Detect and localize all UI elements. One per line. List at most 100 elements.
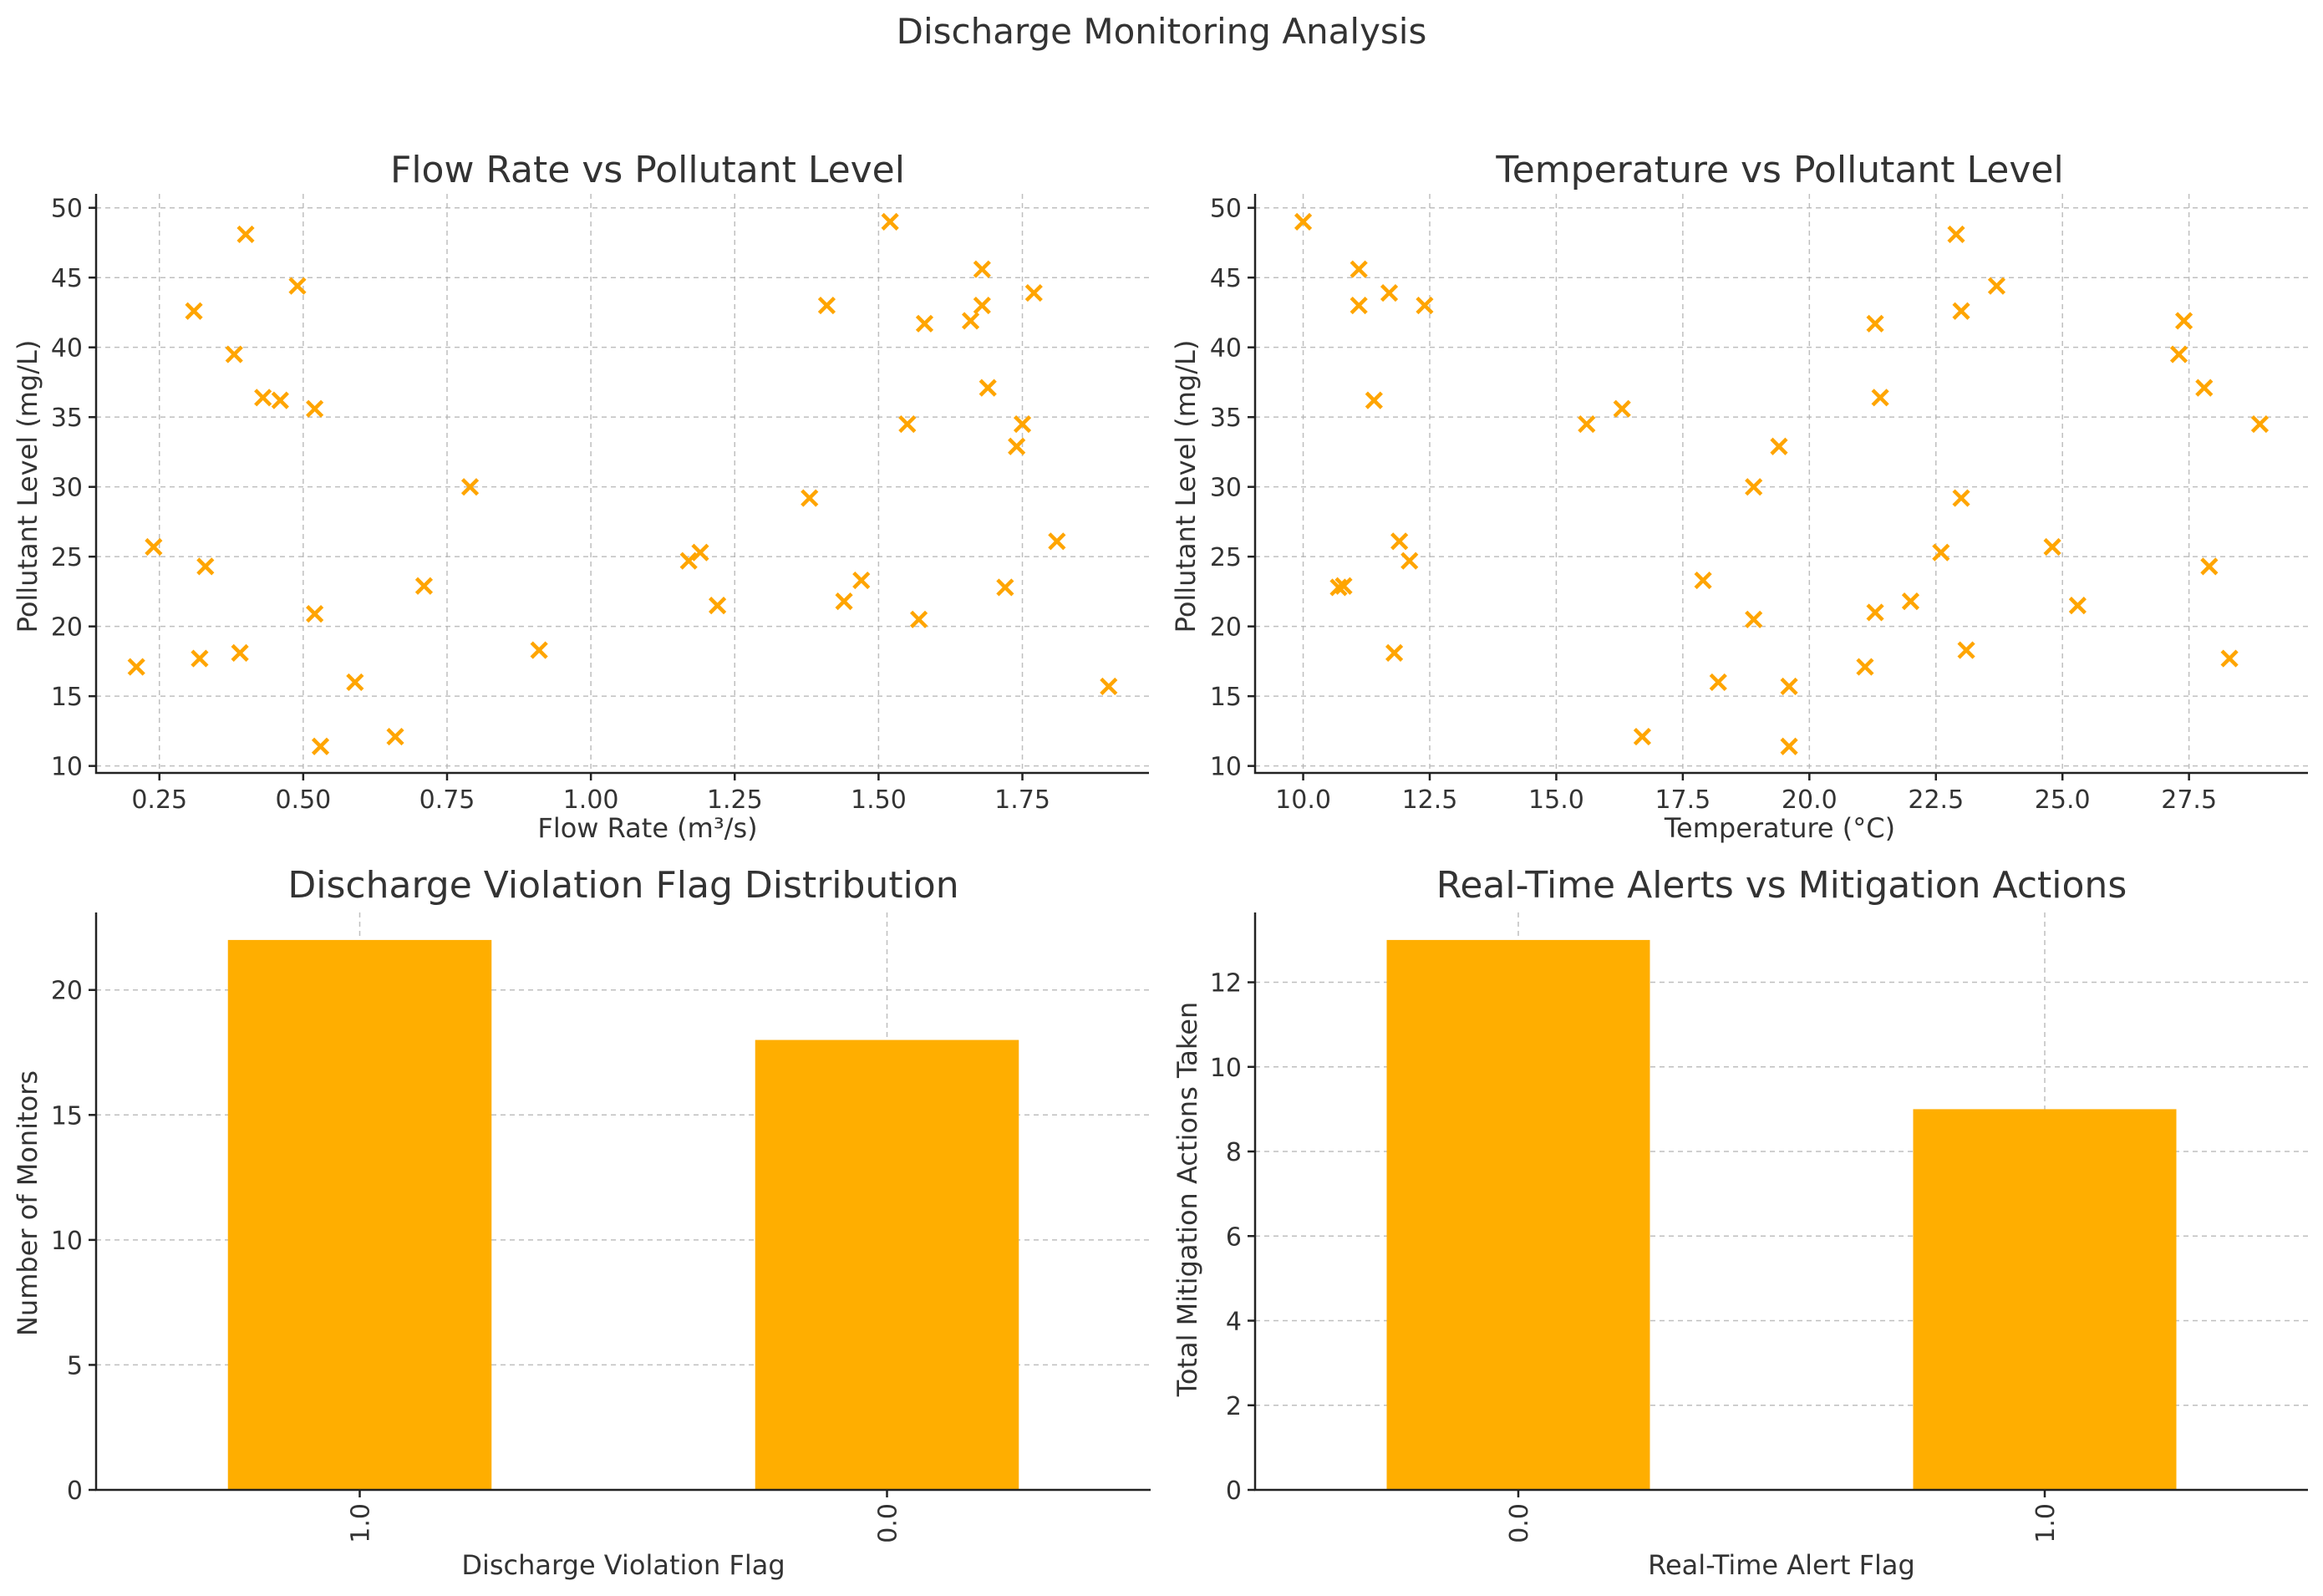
violation-bar [755, 1039, 1019, 1490]
temp-marker [1780, 677, 1798, 696]
temp-marker [1866, 603, 1884, 622]
flow-gridlines [96, 194, 1149, 773]
temp-ytick-label: 15 [1210, 683, 1242, 712]
temp-ytick-label: 30 [1210, 474, 1242, 503]
violation-xlabel: Discharge Violation Flag [461, 1549, 785, 1581]
flow-marker [691, 543, 709, 562]
temp-xlabel: Temperature (°C) [1664, 812, 1895, 844]
flow-marker [530, 641, 548, 659]
temp-ytick-label: 20 [1210, 613, 1242, 643]
temp-xtick-label: 15.0 [1528, 785, 1584, 815]
alerts-bar [1913, 1109, 2177, 1490]
chart-flow: 10 15 20 25 30 35 40 45 50 0.25 0.50 0.75 1.00 1.25 1.… [12, 149, 1149, 844]
temp-marker [1987, 277, 2006, 295]
flow-xlabel: Flow Rate (m³/s) [537, 812, 757, 844]
temp-marker [2043, 537, 2061, 557]
temp-marker [2200, 557, 2219, 576]
flow-marker [460, 478, 480, 496]
flow-marker [909, 610, 928, 628]
flow-marker [271, 391, 289, 409]
flow-marker [225, 345, 243, 363]
chart-temp: 10 15 20 25 30 35 40 45 50 10.0 12.5 15.0 17.5 20.0 22… [1170, 149, 2308, 844]
flow-marker [306, 399, 324, 418]
flow-ytick-label: 25 [51, 543, 83, 572]
flow-marker [386, 727, 404, 746]
alerts-xtick-label: 1.0 [2031, 1503, 2061, 1543]
chart-alerts: 0 2 4 6 8 10 12 0.0 1.0 Real-Time Alerts vs Miti… [1172, 864, 2308, 1581]
alerts-ytick-label: 4 [1226, 1308, 1242, 1337]
temp-marker [1770, 437, 1788, 455]
temp-marker [1350, 260, 1368, 278]
violation-xtick-label: 0.0 [874, 1503, 903, 1543]
temp-marker [1745, 610, 1763, 628]
temp-xtick-label: 12.5 [1402, 785, 1458, 815]
flow-marker [852, 571, 871, 590]
temp-marker [1334, 577, 1353, 595]
temp-marker [1901, 592, 1920, 611]
flow-ylabel: Pollutant Level (mg/L) [12, 340, 43, 633]
temp-marker [2174, 312, 2193, 330]
violation-xtick-label: 1.0 [347, 1503, 376, 1543]
flow-marker [306, 605, 324, 623]
temp-marker [1952, 489, 1970, 507]
temp-marker [1871, 389, 1889, 407]
flow-ytick-label: 15 [51, 683, 83, 712]
temp-ticks: 10 15 20 25 30 35 40 45 50 10.0 12.5 15.0 17.5 20.0 22… [1210, 195, 2217, 815]
flow-marker [311, 737, 330, 755]
flow-ytick-label: 40 [51, 334, 83, 363]
flow-marker [414, 577, 434, 595]
flow-marker [709, 597, 727, 615]
temp-xtick-label: 10.0 [1275, 785, 1331, 815]
flow-marker [961, 312, 980, 330]
flow-xtick-label: 1.75 [994, 785, 1050, 815]
alerts-bar [1386, 939, 1650, 1490]
temp-xtick-label: 27.5 [2161, 785, 2217, 815]
figure-title: Discharge Monitoring Analysis [897, 11, 1427, 52]
flow-marker [1013, 414, 1032, 434]
temp-marker [1866, 314, 1884, 333]
temp-marker [2169, 345, 2188, 363]
flow-marker [973, 296, 991, 315]
temp-ytick-label: 45 [1210, 264, 1242, 293]
temp-ytick-label: 50 [1210, 195, 1242, 224]
flow-xtick-label: 1.25 [707, 785, 763, 815]
flow-xtick-label: 1.50 [851, 785, 907, 815]
flow-ytick-label: 30 [51, 474, 83, 503]
temp-marker [1329, 578, 1348, 597]
flow-marker [254, 389, 272, 407]
flow-marker [1100, 677, 1118, 696]
flow-ytick-label: 50 [51, 195, 83, 224]
temp-ytick-label: 40 [1210, 334, 1242, 363]
temp-marker [2195, 379, 2214, 397]
violation-title: Discharge Violation Flag Distribution [287, 864, 958, 907]
flow-marker [127, 658, 145, 676]
alerts-ytick-label: 12 [1210, 969, 1242, 999]
violation-ylabel: Number of Monitors [12, 1070, 43, 1336]
flow-marker [1048, 532, 1066, 551]
flow-marker [898, 414, 917, 434]
temp-marker [1947, 225, 1965, 244]
alerts-xtick-label: 0.0 [1505, 1503, 1534, 1543]
flow-ytick-label: 10 [51, 753, 83, 782]
temp-marker [2220, 649, 2239, 668]
flow-xtick-label: 0.75 [419, 785, 475, 815]
alerts-ytick-label: 6 [1226, 1222, 1242, 1252]
temp-marker [1400, 551, 1419, 570]
temp-marker [2250, 414, 2270, 434]
violation-ytick-label: 15 [51, 1101, 83, 1131]
temp-gridlines [1255, 194, 2308, 773]
flow-axes [94, 194, 1149, 775]
flow-xtick-label: 0.25 [131, 785, 187, 815]
flow-marker [817, 296, 836, 315]
temp-marker [1745, 478, 1763, 496]
alerts-ticks: 0 2 4 6 8 10 12 0.0 1.0 [1210, 969, 2061, 1543]
flow-marker [979, 379, 997, 397]
violation-bars [227, 939, 1019, 1490]
temp-marker [1633, 727, 1652, 746]
flow-marker [288, 277, 307, 295]
flow-marker [191, 649, 209, 668]
flow-marker [835, 592, 853, 611]
temp-marker [1365, 391, 1383, 409]
violation-bar [227, 939, 492, 1490]
